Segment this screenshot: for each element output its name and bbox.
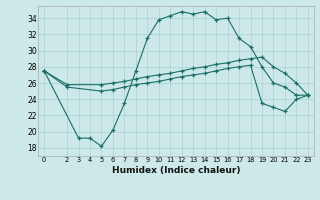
X-axis label: Humidex (Indice chaleur): Humidex (Indice chaleur)	[112, 166, 240, 175]
